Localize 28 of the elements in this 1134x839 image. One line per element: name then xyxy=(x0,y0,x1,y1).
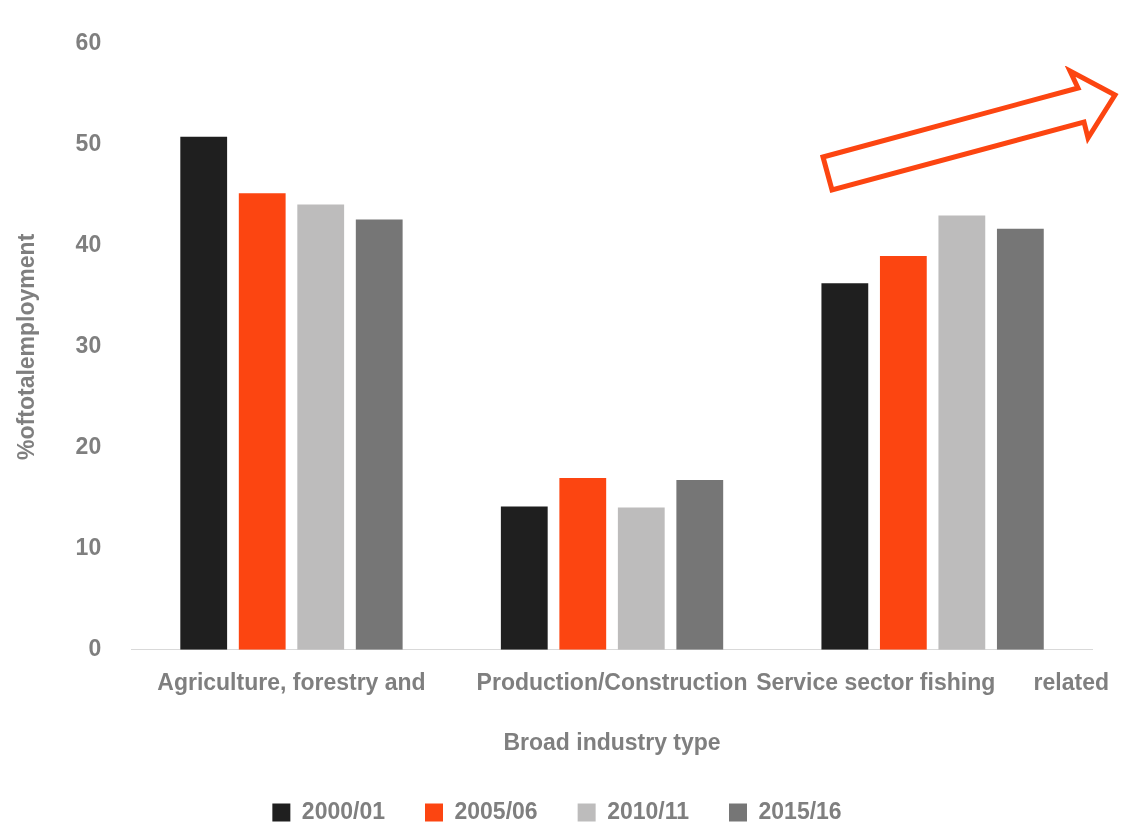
x-tick-label: Production/Construction xyxy=(476,668,748,695)
bar xyxy=(938,215,986,650)
y-axis-title: %oftotalemployment xyxy=(13,233,40,460)
bar xyxy=(180,136,228,650)
y-tick-label: 0 xyxy=(88,635,102,662)
bar xyxy=(500,506,548,650)
legend-label: 2010/11 xyxy=(607,797,690,824)
y-tick-label: 60 xyxy=(75,29,102,56)
y-tick-label: 50 xyxy=(75,130,102,157)
legend-label: 2005/06 xyxy=(454,797,538,824)
bar xyxy=(355,219,403,650)
bar xyxy=(559,478,607,650)
x-tick-label: Agriculture, forestry and xyxy=(157,668,426,695)
bar xyxy=(617,507,665,650)
x-tick-label: Service sector fishing related xyxy=(756,668,1109,695)
y-tick-label: 10 xyxy=(75,534,102,561)
bar xyxy=(879,255,927,650)
bar xyxy=(676,480,724,650)
y-tick-label: 30 xyxy=(75,332,102,359)
legend-label: 2015/16 xyxy=(758,797,842,824)
bar xyxy=(238,193,286,650)
bar xyxy=(297,204,345,650)
y-tick-label: 40 xyxy=(75,231,102,258)
bar xyxy=(821,283,869,650)
y-tick-label: 20 xyxy=(75,433,102,460)
x-axis-title: Broad industry type xyxy=(503,728,721,755)
bar xyxy=(996,228,1044,650)
legend-label: 2000/01 xyxy=(301,797,386,824)
